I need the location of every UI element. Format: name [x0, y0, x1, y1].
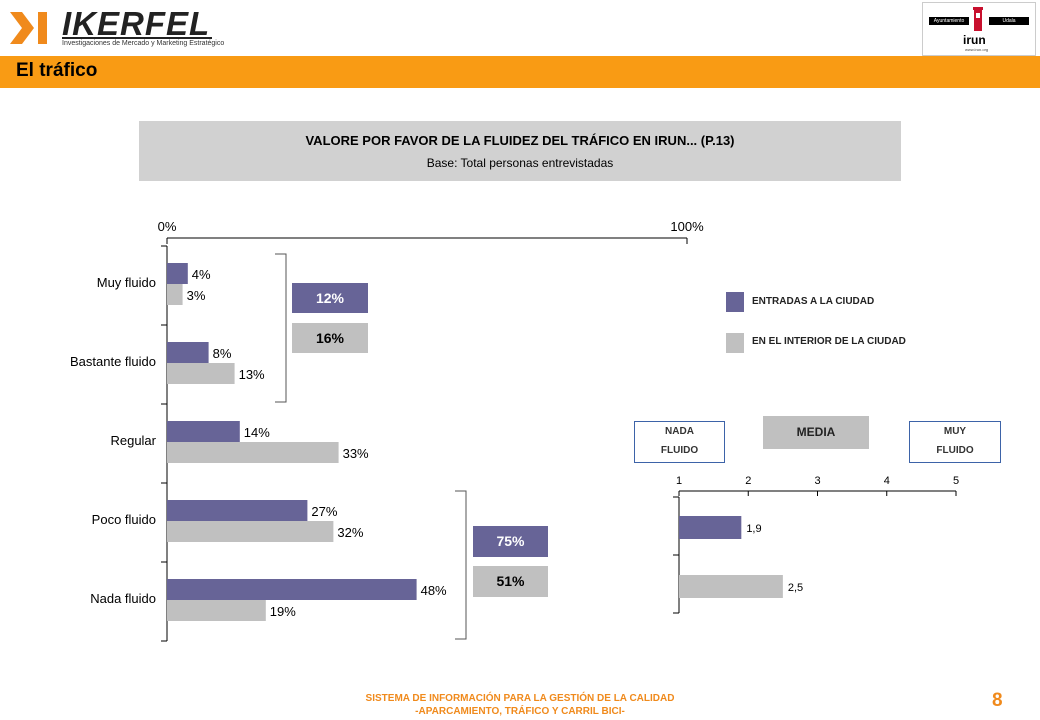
bar-interior — [167, 363, 235, 384]
scale-left-line1: NADA — [665, 426, 694, 437]
bar-entradas — [167, 500, 308, 521]
bracket-bottom — [455, 490, 467, 640]
scale-left-line2: FLUIDO — [660, 445, 699, 456]
badge-url: www.irun.org — [965, 47, 989, 52]
badge-right-label: Udala — [989, 17, 1029, 25]
bracket-top — [275, 253, 287, 403]
media-x-tick-label: 3 — [814, 475, 820, 487]
logo-text: IKERFEL — [62, 5, 211, 42]
summary-bottom-interior: 51% — [473, 566, 548, 597]
bar-interior — [167, 521, 334, 542]
badge-left-label: Ayuntamiento — [929, 17, 969, 25]
legend-swatch-entradas — [726, 292, 744, 312]
scale-right-line2: FLUIDO — [936, 445, 974, 456]
media-x-tick-label: 1 — [676, 475, 682, 487]
question-base: Base: Total personas entrevistadas — [426, 156, 614, 170]
logo-subtitle: Investigaciones de Mercado y Marketing E… — [62, 40, 225, 47]
data-label: 32% — [337, 525, 363, 540]
title-bar — [0, 56, 1040, 88]
bar-entradas — [167, 421, 240, 442]
page-number: 8 — [992, 690, 1003, 711]
media-box: MEDIA — [763, 416, 869, 449]
data-label: 4% — [192, 267, 211, 282]
data-label: 13% — [239, 367, 265, 382]
footer: SISTEMA DE INFORMACIÓN PARA LA GESTIÓN D… — [0, 692, 1040, 718]
scale-nada-fluido: NADA FLUIDO — [634, 421, 725, 463]
question-box: VALORE POR FAVOR DE LA FLUIDEZ DEL TRÁFI… — [139, 121, 901, 181]
media-x-tick-label: 5 — [953, 475, 959, 487]
x-tick-label: 0% — [158, 219, 177, 234]
data-label: 8% — [213, 346, 232, 361]
question-title: VALORE POR FAVOR DE LA FLUIDEZ DEL TRÁFI… — [305, 133, 735, 148]
logo-rule — [62, 37, 212, 39]
data-label: 19% — [270, 604, 296, 619]
category-label: Poco fluido — [92, 512, 156, 527]
legend-swatch-interior — [726, 333, 744, 353]
summary-top-entradas: 12% — [292, 283, 368, 313]
data-label: 14% — [244, 425, 270, 440]
bar-interior — [167, 442, 339, 463]
section-title: El tráfico — [16, 60, 98, 81]
media-data-label: 2,5 — [788, 582, 803, 594]
media-bar-entradas — [679, 516, 742, 539]
scale-muy-fluido: MUY FLUIDO — [909, 421, 1001, 463]
data-label: 48% — [421, 583, 447, 598]
bar-entradas — [167, 263, 188, 284]
footer-line1: SISTEMA DE INFORMACIÓN PARA LA GESTIÓN D… — [365, 693, 675, 704]
category-label: Nada fluido — [90, 591, 156, 606]
media-x-tick-label: 4 — [884, 475, 890, 487]
ikerfel-logo-icon — [10, 12, 47, 44]
badge-name: irun — [963, 33, 986, 47]
category-label: Bastante fluido — [70, 354, 156, 369]
data-label: 33% — [343, 446, 369, 461]
category-label: Regular — [110, 433, 156, 448]
x-tick-label: 100% — [670, 219, 704, 234]
header-bar — [0, 0, 1040, 56]
legend-label-interior: EN EL INTERIOR DE LA CIUDAD — [752, 336, 906, 347]
scale-right-line1: MUY — [943, 426, 967, 437]
data-label: 3% — [187, 288, 206, 303]
bar-entradas — [167, 342, 209, 363]
category-label: Muy fluido — [97, 275, 156, 290]
media-bar-interior — [679, 575, 783, 598]
media-x-tick-label: 2 — [745, 475, 751, 487]
data-label: 27% — [311, 504, 337, 519]
summary-bottom-entradas: 75% — [473, 526, 548, 557]
legend-label-entradas: ENTRADAS A LA CIUDAD — [752, 296, 875, 307]
bar-interior — [167, 284, 183, 305]
summary-top-interior: 16% — [292, 323, 368, 353]
irun-tower-icon — [973, 7, 983, 31]
footer-line2: -APARCAMIENTO, TRÁFICO Y CARRIL BICI- — [415, 706, 625, 717]
irun-logo: Ayuntamiento Udala irun www.irun.org — [922, 2, 1036, 56]
bar-entradas — [167, 579, 417, 600]
media-data-label: 1,9 — [746, 523, 761, 535]
bar-interior — [167, 600, 266, 621]
